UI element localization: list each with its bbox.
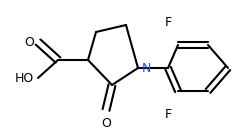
Text: O: O: [101, 117, 111, 130]
Text: F: F: [164, 16, 172, 28]
Text: N: N: [142, 61, 151, 75]
Text: HO: HO: [15, 71, 34, 85]
Text: O: O: [24, 35, 34, 49]
Text: F: F: [164, 107, 172, 121]
